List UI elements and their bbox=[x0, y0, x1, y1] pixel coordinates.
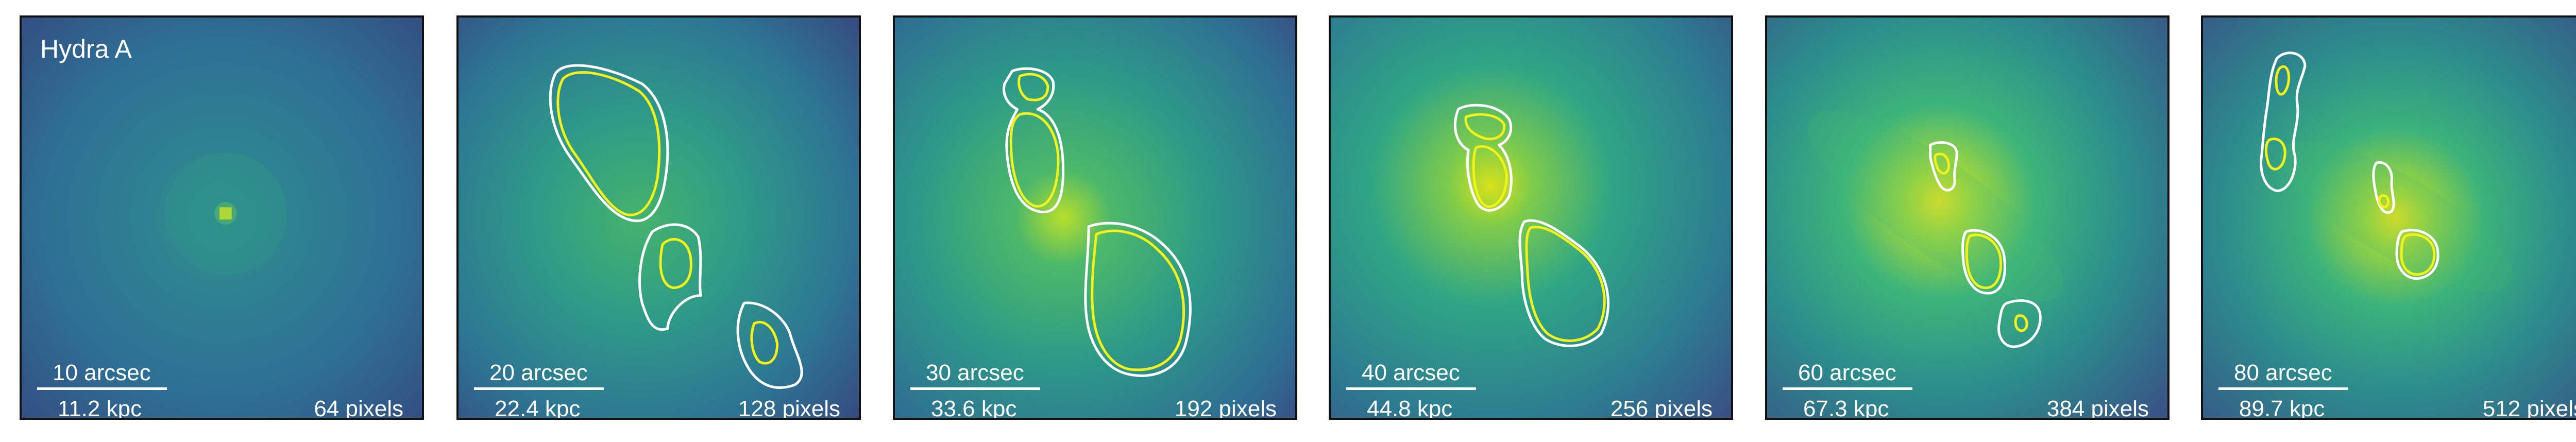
physical-scale-label: 44.8 kpc bbox=[1367, 396, 1453, 420]
nucleus-point-source bbox=[219, 207, 232, 219]
object-title: Hydra A bbox=[40, 35, 132, 63]
scale-bar bbox=[1346, 387, 1476, 390]
image-panel-3: 30 arcsec 33.6 kpc 192 pixels bbox=[893, 15, 1297, 420]
angular-scale-label: 20 arcsec bbox=[489, 360, 588, 385]
pixel-size-label: 384 pixels bbox=[2046, 396, 2149, 420]
angular-scale-label: 40 arcsec bbox=[1362, 360, 1460, 385]
scale-bar bbox=[474, 387, 604, 390]
scale-bar bbox=[1783, 387, 1912, 390]
cavity-contours bbox=[1929, 141, 2042, 348]
cavity-contours bbox=[2260, 52, 2439, 280]
physical-scale-label: 22.4 kpc bbox=[495, 396, 581, 420]
pixel-size-label: 64 pixels bbox=[314, 396, 403, 420]
xray-image-3 bbox=[895, 18, 1295, 418]
image-panel-4: 40 arcsec 44.8 kpc 256 pixels bbox=[1329, 15, 1733, 420]
cavity-contours bbox=[1453, 104, 1610, 347]
pixel-size-label: 256 pixels bbox=[1610, 396, 1713, 420]
xray-image-6 bbox=[2203, 18, 2576, 418]
xray-image-4 bbox=[1331, 18, 1731, 418]
image-panel-2: 20 arcsec 22.4 kpc 128 pixels bbox=[456, 15, 861, 420]
cavity-contours bbox=[549, 64, 803, 389]
pixel-size-label: 512 pixels bbox=[2482, 396, 2576, 420]
scale-bar bbox=[2218, 387, 2348, 390]
image-panel-6: 80 arcsec 89.7 kpc 512 pixels bbox=[2201, 15, 2576, 420]
physical-scale-label: 89.7 kpc bbox=[2239, 396, 2325, 420]
angular-scale-label: 60 arcsec bbox=[1798, 360, 1896, 385]
image-panel-1: Hydra A 10 arcsec 11.2 kpc 64 pixels bbox=[20, 15, 424, 420]
pixel-size-label: 128 pixels bbox=[738, 396, 840, 420]
physical-scale-label: 67.3 kpc bbox=[1803, 396, 1889, 420]
xray-image-1 bbox=[22, 18, 422, 418]
angular-scale-label: 30 arcsec bbox=[926, 360, 1024, 385]
scale-bar bbox=[910, 387, 1040, 390]
pixel-size-label: 192 pixels bbox=[1174, 396, 1277, 420]
physical-scale-label: 11.2 kpc bbox=[58, 396, 142, 420]
physical-scale-label: 33.6 kpc bbox=[931, 396, 1017, 420]
image-panel-5: 60 arcsec 67.3 kpc 384 pixels bbox=[1765, 15, 2170, 420]
xray-image-5 bbox=[1767, 18, 2167, 418]
cavity-contours bbox=[1003, 67, 1192, 377]
scale-bar bbox=[37, 387, 167, 390]
angular-scale-label: 10 arcsec bbox=[53, 360, 151, 385]
angular-scale-label: 80 arcsec bbox=[2234, 360, 2332, 385]
xray-image-2 bbox=[459, 18, 859, 418]
